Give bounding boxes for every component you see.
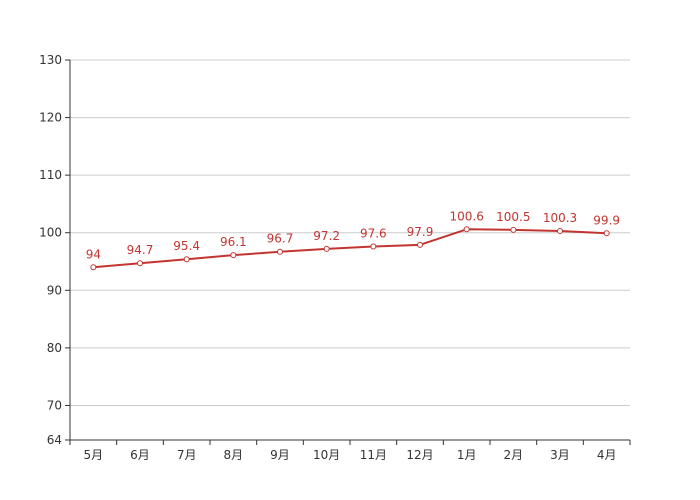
x-tick-label: 2月 — [504, 448, 524, 462]
grid-lines — [70, 59, 630, 406]
x-tick-label: 9月 — [270, 448, 290, 462]
x-tick-label: 7月 — [177, 448, 197, 462]
x-tick-label: 8月 — [224, 448, 244, 462]
x-tick-label: 10月 — [313, 448, 340, 462]
data-label: 97.6 — [360, 227, 387, 241]
data-label: 96.7 — [267, 232, 294, 246]
x-tick-label: 3月 — [550, 448, 570, 462]
data-point — [510, 226, 517, 233]
data-point — [230, 252, 237, 259]
y-tick-label: 110 — [39, 168, 62, 182]
x-tick-label: 1月 — [457, 448, 477, 462]
data-point — [90, 264, 97, 271]
x-tick-labels: 5月 6月 7月 8月 9月 10月 11月 12月 1月 2月 3月 4月 — [84, 448, 617, 462]
x-tick-label: 4月 — [597, 448, 617, 462]
data-point — [370, 243, 377, 250]
data-point — [603, 230, 610, 237]
data-point — [557, 228, 563, 234]
data-label: 100.6 — [449, 209, 483, 223]
data-point — [323, 245, 330, 252]
series-line-group — [90, 226, 610, 271]
data-label: 94 — [86, 247, 101, 261]
data-label: 94.7 — [127, 243, 154, 257]
y-tick-label: 70 — [47, 398, 62, 412]
data-point — [137, 260, 143, 267]
axes — [65, 59, 631, 445]
x-tick-label: 6月 — [130, 448, 150, 462]
data-label: 100.5 — [496, 210, 530, 224]
data-label: 100.3 — [543, 211, 577, 225]
data-label: 97.2 — [313, 229, 340, 243]
y-tick-label: 64 — [47, 433, 62, 447]
data-label: 97.9 — [407, 225, 434, 239]
data-label: 99.9 — [593, 213, 620, 227]
x-tick-label: 5月 — [84, 448, 104, 462]
y-tick-label: 120 — [39, 111, 62, 125]
data-labels: 94 94.7 95.4 96.1 96.7 97.2 97.6 97.9 100.6 100.5… — [86, 209, 620, 261]
y-tick-label: 90 — [47, 283, 62, 297]
y-tick-label: 80 — [47, 341, 62, 355]
x-tick-label: 11月 — [360, 448, 387, 462]
data-label: 96.1 — [220, 235, 247, 249]
data-point — [463, 226, 470, 233]
data-point — [277, 248, 283, 255]
data-point — [417, 241, 423, 248]
x-tick-label: 12月 — [406, 448, 433, 462]
data-label: 95.4 — [173, 239, 200, 253]
y-tick-labels: 64 70 80 90 100 110 120 130 — [39, 53, 62, 447]
y-tick-label: 100 — [39, 226, 62, 240]
data-point — [183, 256, 190, 263]
y-tick-label: 130 — [39, 53, 62, 67]
series-line — [93, 228, 607, 269]
